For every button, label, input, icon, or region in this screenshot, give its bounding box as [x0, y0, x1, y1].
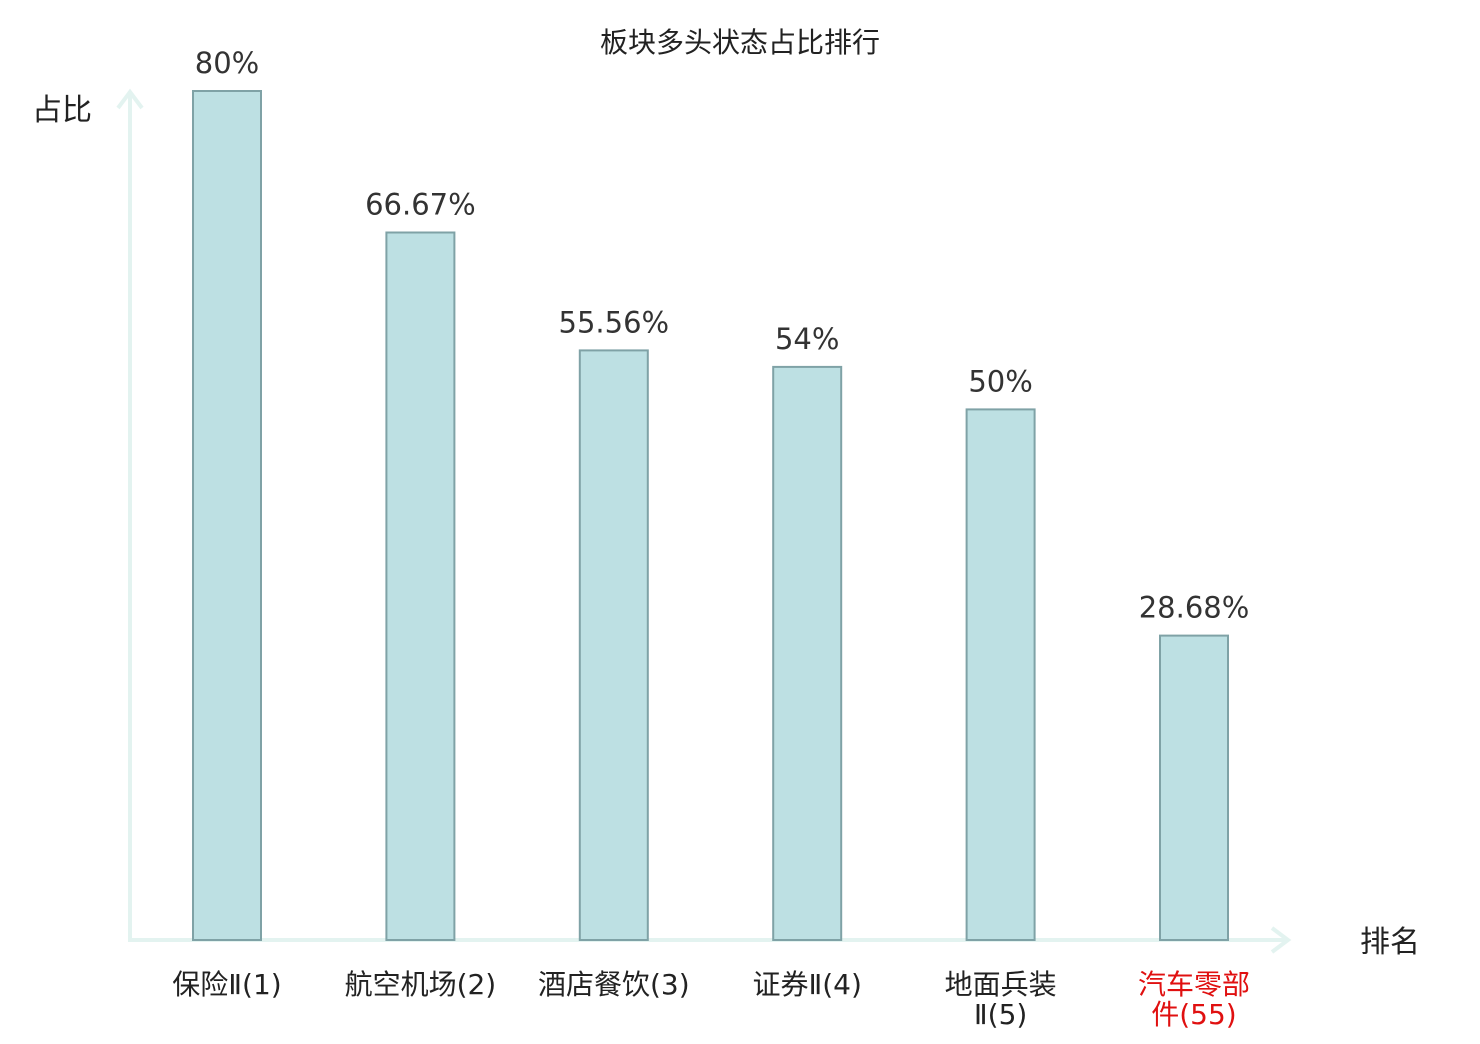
category-tick-label: 航空机场(2) — [345, 968, 497, 1001]
bars-group — [192, 90, 1229, 941]
bar — [965, 408, 1036, 941]
x-axis-arrowhead — [1270, 926, 1292, 954]
bar — [578, 349, 649, 941]
y-axis-arrowhead — [116, 88, 144, 110]
category-tick-label: 酒店餐饮(3) — [538, 968, 690, 1001]
chart-title: 板块多头状态占比排行 — [600, 26, 880, 59]
category-tick-label: 保险Ⅱ(1) — [172, 968, 281, 1001]
bar — [385, 231, 456, 941]
category-labels-group: 保险Ⅱ(1) 航空机场(2) 酒店餐饮(3) 证券Ⅱ(4) 地面兵装 Ⅱ(5) 汽车零部件(… — [172, 968, 1250, 1031]
category-tick-label: 汽车零部件(55) — [1138, 968, 1250, 1031]
bar-value-label: 80% — [195, 46, 259, 80]
bar — [1159, 634, 1229, 941]
bar-value-label: 66.67% — [365, 188, 476, 222]
bar-value-label: 28.68% — [1139, 591, 1250, 625]
bar-value-label: 54% — [775, 322, 839, 356]
category-tick-label: 地面兵装 Ⅱ(5) — [945, 968, 1057, 1031]
bar-value-label: 50% — [968, 364, 1032, 398]
bar-value-label: 55.56% — [559, 305, 670, 339]
y-axis-label: 占比 — [32, 93, 92, 128]
value-labels-group: 80% 66.67% 55.56% 54% 50% 28.68% — [195, 46, 1250, 625]
category-tick-label: 证券Ⅱ(4) — [752, 968, 861, 1001]
bar — [192, 90, 262, 941]
x-axis-label: 排名 — [1360, 925, 1420, 960]
axes — [116, 88, 1292, 954]
bar — [772, 365, 843, 941]
